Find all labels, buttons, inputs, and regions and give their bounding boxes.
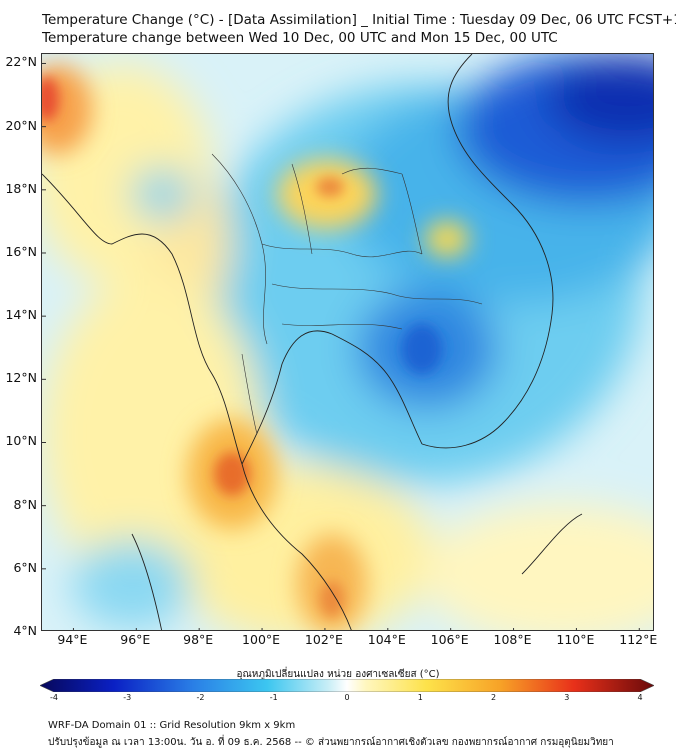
footer-credit: ปรับปรุงข้อมูล ณ เวลา 13:00น. วัน อ. ที่… (48, 737, 614, 748)
map-subtitle: Temperature change between Wed 10 Dec, 0… (42, 30, 558, 46)
colorbar-tick-label: 3 (564, 693, 570, 702)
lat-tick-label: 12°N (5, 370, 37, 386)
coastlines (42, 54, 583, 630)
lat-tick-label: 20°N (5, 117, 37, 133)
colorbar-tick-label: 4 (637, 693, 643, 702)
colorbar-tick-label: -1 (269, 693, 278, 702)
lon-tick-label: 106°E (430, 632, 469, 647)
lon-tick-label: 104°E (367, 632, 406, 647)
hot-cores (42, 77, 442, 617)
colorbar (40, 679, 654, 692)
lat-tick-label: 22°N (5, 54, 37, 70)
axis-ticks (42, 62, 640, 630)
lat-tick-label: 6°N (13, 559, 37, 575)
province-borders (211, 153, 483, 435)
colorbar-tick-label: -2 (196, 693, 205, 702)
lon-tick-label: 110°E (556, 632, 595, 647)
temperature-change-map (41, 53, 654, 631)
lon-tick-label: 108°E (493, 632, 532, 647)
lat-tick-label: 4°N (13, 623, 37, 638)
lon-tick-label: 96°E (120, 632, 151, 647)
lon-tick-label: 94°E (57, 632, 88, 647)
colorbar-tick-label: -3 (123, 693, 132, 702)
colorbar-tick-label: 2 (490, 693, 497, 702)
lat-tick-label: 8°N (13, 496, 37, 512)
lon-tick-label: 100°E (242, 632, 281, 647)
colorbar-tick-label: 1 (417, 693, 423, 702)
footer-model-info: WRF-DA Domain 01 :: Grid Resolution 9km … (48, 720, 296, 731)
temperature-field (42, 54, 653, 630)
lon-tick-label: 102°E (304, 632, 343, 647)
colorbar-label: อุณหภูมิเปลี่ยนแปลง หน่วย องศาเซลเซียส (… (236, 669, 440, 680)
map-title: Temperature Change (°C) - [Data Assimila… (42, 12, 676, 28)
colorbar-tick-label: -4 (50, 693, 58, 702)
colorbar-tick-label: 0 (344, 693, 350, 702)
map-canvas (42, 54, 653, 630)
lat-tick-label: 18°N (5, 180, 37, 196)
lon-tick-label: 112°E (619, 632, 658, 647)
lat-tick-label: 16°N (5, 243, 37, 259)
lon-tick-label: 98°E (183, 632, 214, 647)
lat-tick-label: 14°N (5, 307, 37, 323)
lat-tick-label: 10°N (5, 433, 37, 449)
